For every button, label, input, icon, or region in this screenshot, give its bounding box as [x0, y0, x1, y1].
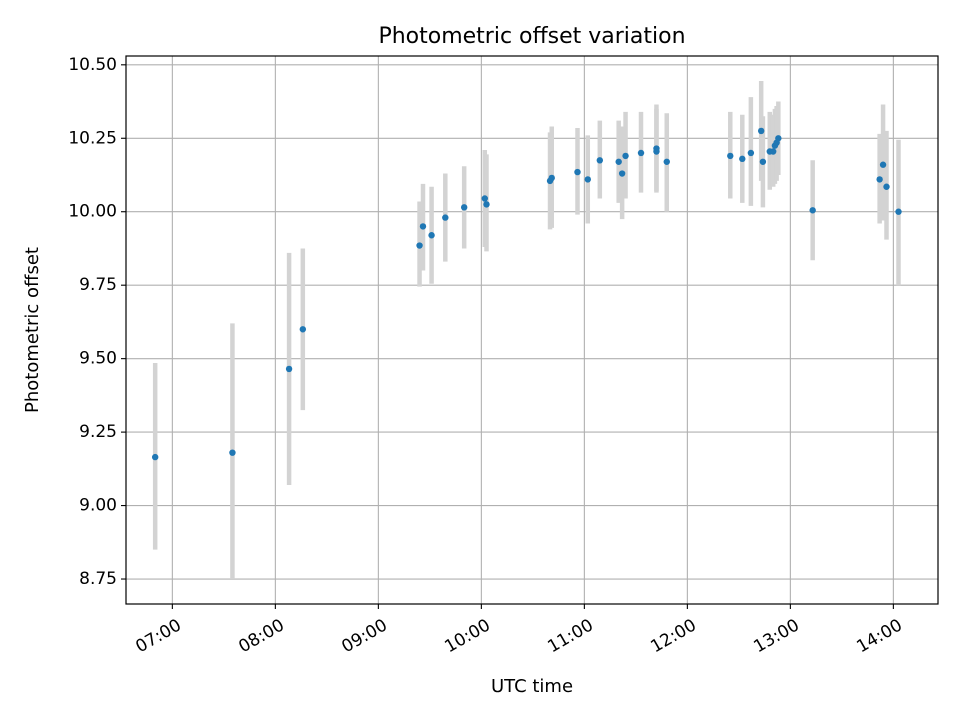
- grid: [126, 56, 938, 604]
- y-tick-label: 9.25: [79, 422, 117, 442]
- data-point: [809, 207, 816, 214]
- data-point: [757, 127, 765, 135]
- y-tick-label: 10.50: [68, 55, 117, 75]
- data-point: [483, 201, 490, 208]
- plot-frame: [125, 55, 939, 605]
- data-points: [151, 127, 902, 461]
- data-point: [442, 214, 449, 221]
- data-point: [481, 195, 488, 202]
- data-point: [637, 149, 645, 157]
- data-point: [876, 176, 883, 183]
- data-point: [618, 170, 626, 177]
- data-point: [883, 183, 890, 190]
- data-point: [653, 148, 660, 155]
- chart-title: Photometric offset variation: [378, 24, 685, 49]
- y-axis: 8.75 9.00 9.25 9.50 9.75 10.00 10.25 10.50: [68, 55, 126, 589]
- y-tick-label: 9.00: [79, 496, 117, 516]
- data-point: [460, 204, 468, 211]
- data-point: [229, 449, 236, 456]
- data-point: [428, 232, 435, 239]
- data-point: [879, 161, 887, 168]
- data-point: [739, 155, 746, 163]
- data-point: [727, 152, 734, 160]
- data-point: [615, 158, 622, 165]
- data-point: [895, 208, 902, 215]
- data-point: [299, 326, 307, 333]
- y-tick-label: 8.75: [79, 569, 117, 589]
- data-point: [759, 158, 767, 165]
- data-point: [769, 148, 777, 155]
- data-point: [151, 453, 159, 461]
- data-point: [775, 135, 782, 142]
- y-tick-label: 9.75: [79, 275, 117, 295]
- data-point: [584, 176, 591, 183]
- data-point: [596, 157, 604, 164]
- data-point: [419, 223, 427, 230]
- y-tick-label: 10.25: [68, 128, 117, 148]
- data-point: [285, 365, 293, 373]
- data-point: [622, 152, 629, 160]
- data-point: [663, 158, 670, 165]
- y-tick-label: 10.00: [68, 202, 117, 222]
- y-axis-label: Photometric offset: [22, 247, 43, 413]
- data-point: [574, 168, 581, 176]
- data-point: [747, 149, 755, 157]
- x-axis-label: UTC time: [491, 676, 573, 697]
- data-point: [416, 242, 423, 249]
- y-tick-label: 9.50: [79, 349, 117, 369]
- data-point: [548, 174, 555, 182]
